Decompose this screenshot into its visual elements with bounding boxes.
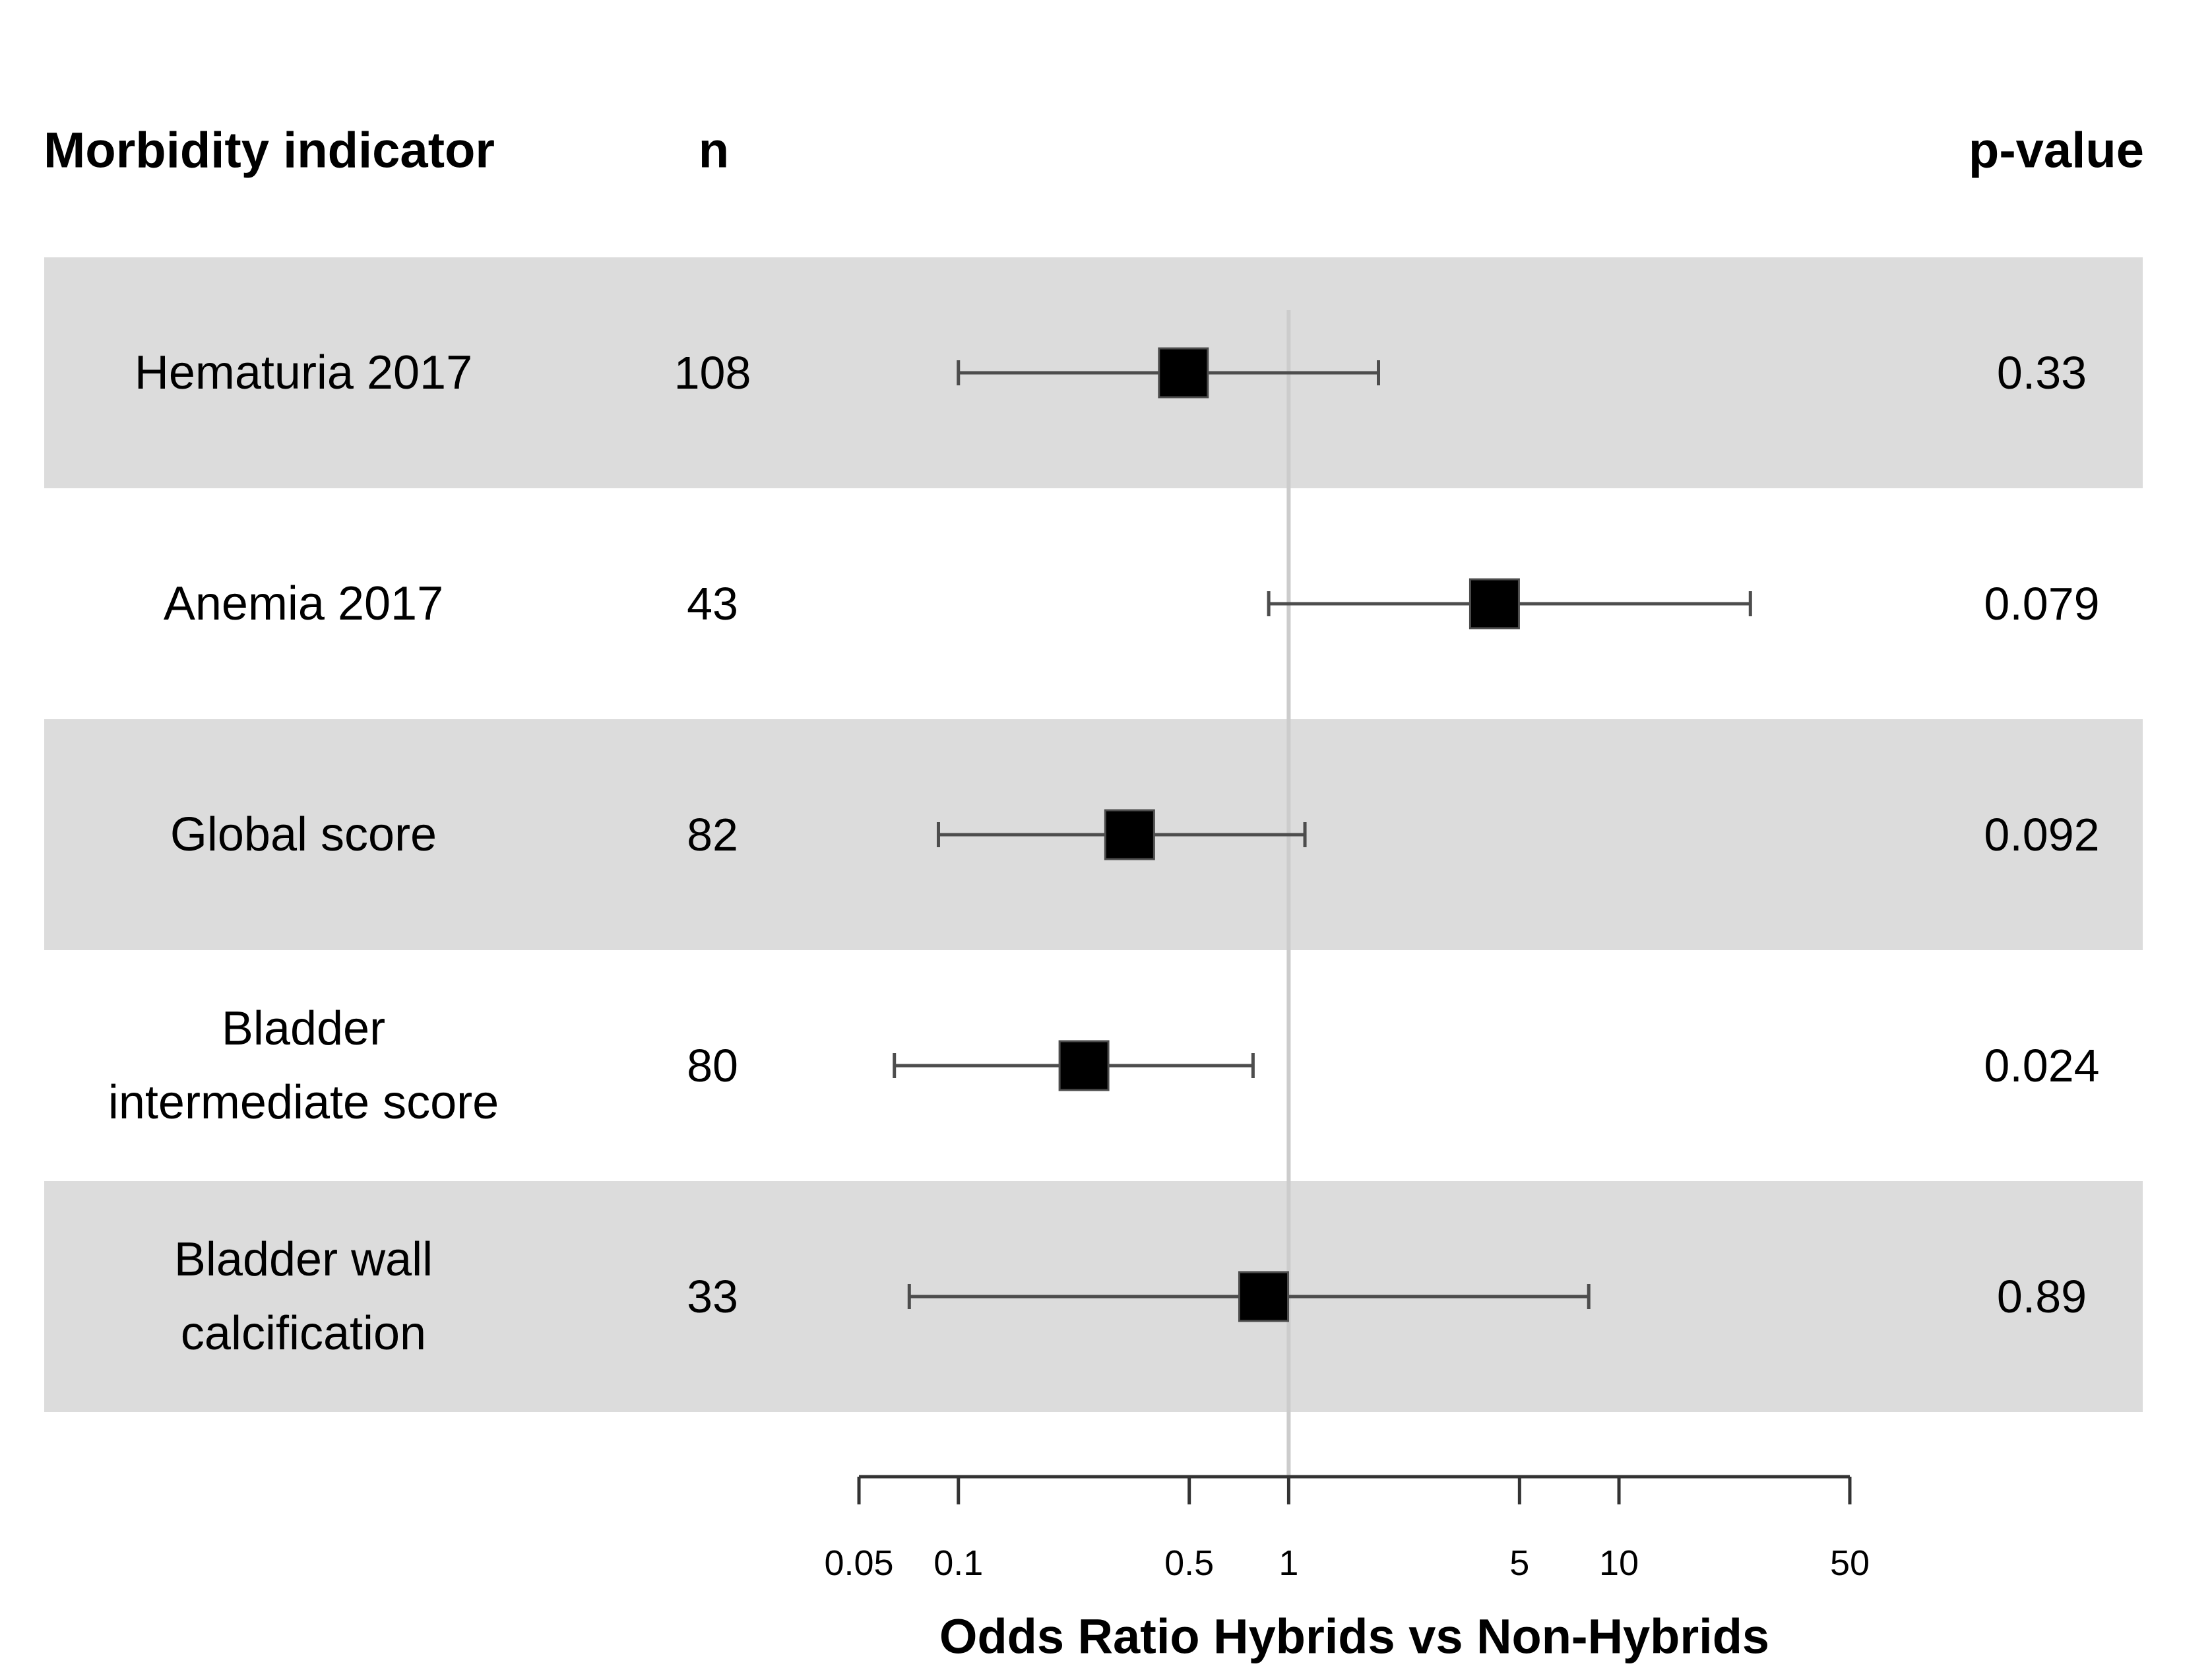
row-p-value: 0.024 xyxy=(1984,1040,2100,1091)
row-label: Global score xyxy=(0,798,607,872)
x-tick-label: 1 xyxy=(1279,1543,1299,1583)
column-header-pvalue: p-value xyxy=(1968,122,2144,179)
row-label: Bladder intermediate score xyxy=(0,992,607,1140)
or-point-marker xyxy=(1058,1040,1110,1091)
x-tick-label: 5 xyxy=(1509,1543,1530,1583)
row-label-line: Anemia 2017 xyxy=(163,577,444,630)
row-label-line: Bladder wall xyxy=(174,1233,433,1286)
row-label-line: Global score xyxy=(170,808,437,861)
row-label: Hematuria 2017 xyxy=(0,336,607,410)
row-label: Anemia 2017 xyxy=(0,567,607,641)
x-tick-label: 50 xyxy=(1829,1543,1870,1583)
row-n-value: 43 xyxy=(687,578,738,629)
x-tick-label: 10 xyxy=(1599,1543,1639,1583)
row-label: Bladder wall calcification xyxy=(0,1223,607,1370)
row-n-value: 80 xyxy=(687,1040,738,1091)
row-label-line: Bladder xyxy=(221,1002,386,1055)
x-tick-label: 0.05 xyxy=(824,1543,894,1583)
row-n-value: 108 xyxy=(674,347,751,399)
or-point-marker xyxy=(1238,1271,1289,1322)
x-tick-label: 0.5 xyxy=(1164,1543,1215,1583)
column-header-morbidity-indicator: Morbidity indicator xyxy=(44,122,495,179)
row-p-value: 0.079 xyxy=(1984,578,2100,629)
x-axis-title: Odds Ratio Hybrids vs Non-Hybrids xyxy=(939,1609,1770,1664)
row-label-line: calcification xyxy=(180,1307,427,1360)
row-n-value: 82 xyxy=(687,809,738,860)
row-p-value: 0.33 xyxy=(1996,347,2087,399)
row-p-value: 0.092 xyxy=(1984,809,2100,860)
or-point-marker xyxy=(1158,347,1209,399)
column-header-n: n xyxy=(698,122,730,179)
x-tick-label: 0.1 xyxy=(933,1543,984,1583)
row-n-value: 33 xyxy=(687,1271,738,1322)
row-label-line: intermediate score xyxy=(108,1076,499,1129)
or-point-marker xyxy=(1104,809,1155,860)
row-p-value: 0.89 xyxy=(1996,1271,2087,1322)
or-point-marker xyxy=(1469,578,1520,629)
row-label-line: Hematuria 2017 xyxy=(134,346,473,399)
